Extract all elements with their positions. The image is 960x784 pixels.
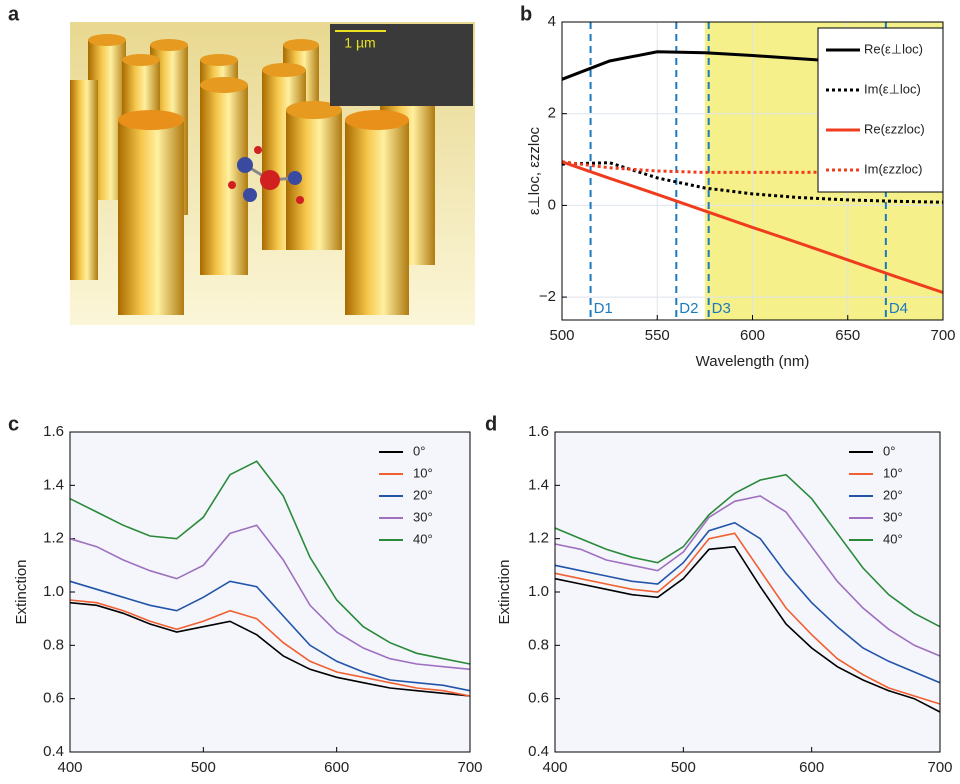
x-tick-label: 500 [191,759,216,776]
marker-label: D1 [594,300,613,317]
series-line [554,473,941,628]
series-line [69,460,471,665]
panel-label: d [485,413,497,435]
y-tick-label: −2 [539,288,556,305]
y-tick-label: 0.8 [43,636,64,653]
y-tick-label: 0.8 [528,636,549,653]
y-tick-label: 1.2 [43,530,64,547]
legend-label: 0° [413,443,425,458]
panel-label: c [8,413,19,435]
x-tick-label: 550 [645,327,670,344]
y-tick-label: 2 [548,105,556,122]
legend-label: 30° [883,509,903,524]
x-tick-label: 500 [671,759,696,776]
cylinders [70,34,435,315]
y-tick-label: 0.6 [43,690,64,707]
marker-label: D3 [712,300,731,317]
x-tick-label: 600 [324,759,349,776]
panel-label: a [8,3,20,25]
plot-frame [69,431,471,753]
y-tick-label: 1.0 [528,583,549,600]
x-tick-label: 700 [457,759,482,776]
y-axis-label: Extinction [13,559,30,624]
marker-label: D4 [889,300,908,317]
series-line [561,160,944,294]
legend-label: 0° [883,443,895,458]
plot-area [70,432,470,752]
y-tick-label: 1.6 [528,423,549,440]
y-axis-label: ε⊥loc, εzzloc [526,126,543,215]
y-tick-label: 0 [548,196,556,213]
x-axis-label: Wavelength (nm) [696,353,810,370]
x-tick-label: 600 [740,327,765,344]
x-tick-label: 600 [799,759,824,776]
series-line [69,524,471,671]
legend-label: Im(εzzloc) [864,161,923,176]
legend-label: 20° [413,487,433,502]
legend-label: Re(ε⊥loc) [864,41,923,56]
y-axis-label: Extinction [496,559,513,624]
series-line [69,599,471,697]
marker-label: D2 [679,300,698,317]
series-line [69,601,471,697]
y-tick-label: 0.6 [528,690,549,707]
x-tick-label: 650 [835,327,860,344]
y-tick-label: 0.4 [528,743,549,760]
x-tick-label: 700 [930,327,955,344]
series-line [554,521,941,684]
y-tick-label: 1.6 [43,423,64,440]
y-tick-label: 4 [548,13,556,30]
legend-label: 20° [883,487,903,502]
series-line [554,532,941,705]
y-tick-label: 1.4 [528,476,549,493]
y-tick-label: 1.0 [43,583,64,600]
panel-label: b [520,3,532,25]
panel-a: 1 µm a [8,3,475,325]
legend-frame [817,27,944,193]
y-tick-label: 0.4 [43,743,64,760]
legend-label: 10° [883,465,903,480]
x-tick-label: 500 [549,327,574,344]
legend-label: 30° [413,509,433,524]
molecule [228,146,304,204]
x-tick-label: 400 [57,759,82,776]
legend-label: 40° [413,531,433,546]
legend-label: 10° [413,465,433,480]
legend-label: Re(εzzloc) [864,121,925,136]
y-tick-label: 1.2 [528,530,549,547]
series-line [69,580,471,692]
series-line [561,161,944,204]
sem-inset [330,24,473,106]
plot-frame [554,431,941,753]
x-tick-label: 700 [927,759,952,776]
x-tick-label: 400 [542,759,567,776]
scale-bar-label: 1 µm [344,35,375,51]
legend-label: 40° [883,531,903,546]
y-tick-label: 1.4 [43,476,64,493]
series-line [554,545,941,713]
series-line [554,495,941,657]
legend-label: Im(ε⊥loc) [864,81,921,96]
